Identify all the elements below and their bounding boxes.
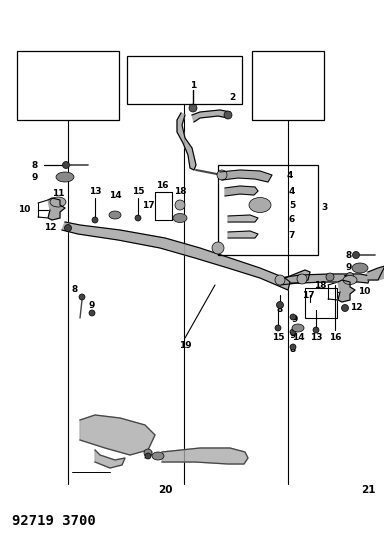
Circle shape (65, 224, 71, 231)
Polygon shape (228, 215, 258, 222)
Text: 16: 16 (156, 181, 168, 190)
Bar (127, 56, 242, 104)
Text: 21: 21 (361, 485, 375, 495)
Circle shape (217, 170, 227, 180)
Ellipse shape (109, 211, 121, 219)
Polygon shape (280, 274, 370, 285)
Text: 92719 3700: 92719 3700 (12, 514, 95, 528)
Text: 7: 7 (289, 231, 295, 240)
Circle shape (212, 242, 224, 254)
Text: 18: 18 (314, 280, 326, 289)
Text: 9: 9 (290, 332, 296, 341)
Ellipse shape (50, 197, 66, 207)
Text: 15: 15 (132, 188, 144, 197)
Text: 11: 11 (343, 276, 355, 285)
Circle shape (175, 200, 185, 210)
Polygon shape (220, 170, 272, 182)
Polygon shape (162, 448, 248, 464)
Circle shape (290, 314, 296, 320)
Text: 9: 9 (346, 263, 352, 272)
Text: 3: 3 (322, 204, 328, 213)
Text: 9: 9 (292, 316, 298, 325)
Bar (17, 51, 119, 120)
Ellipse shape (173, 214, 187, 222)
Text: 2: 2 (229, 93, 235, 102)
Circle shape (89, 310, 95, 316)
Text: 1: 1 (190, 80, 196, 90)
Circle shape (189, 104, 197, 112)
Ellipse shape (352, 263, 368, 273)
Bar (218, 165, 318, 255)
Text: 13: 13 (310, 334, 322, 343)
Text: 19: 19 (179, 341, 191, 350)
Text: 8: 8 (290, 345, 296, 354)
Text: 4: 4 (287, 171, 293, 180)
Polygon shape (192, 110, 230, 122)
Circle shape (313, 327, 319, 333)
Circle shape (144, 449, 152, 457)
Text: 13: 13 (89, 188, 101, 197)
Text: 10: 10 (358, 287, 370, 296)
Polygon shape (228, 231, 258, 238)
Bar (252, 51, 324, 120)
Text: 17: 17 (302, 290, 314, 300)
Ellipse shape (343, 276, 357, 285)
Text: 15: 15 (272, 334, 284, 343)
Text: 4: 4 (289, 187, 295, 196)
Ellipse shape (56, 172, 74, 182)
Polygon shape (95, 450, 125, 468)
Polygon shape (225, 186, 258, 196)
Text: 9: 9 (89, 301, 95, 310)
Text: 14: 14 (292, 334, 304, 343)
Ellipse shape (249, 198, 271, 213)
Text: 9: 9 (32, 173, 38, 182)
Ellipse shape (152, 452, 164, 460)
Circle shape (224, 111, 232, 119)
Polygon shape (62, 222, 290, 290)
Circle shape (326, 273, 334, 281)
Circle shape (297, 274, 307, 284)
Polygon shape (48, 198, 65, 220)
Polygon shape (80, 415, 155, 455)
Polygon shape (177, 113, 196, 170)
Ellipse shape (292, 324, 304, 332)
Text: 17: 17 (142, 201, 154, 211)
Circle shape (63, 161, 70, 168)
Text: 6: 6 (289, 215, 295, 224)
Polygon shape (368, 266, 384, 280)
Text: 8: 8 (277, 305, 283, 314)
Circle shape (276, 302, 283, 309)
Circle shape (92, 217, 98, 223)
Polygon shape (285, 270, 310, 283)
Circle shape (275, 275, 285, 285)
Text: 12: 12 (350, 303, 362, 312)
Text: 12: 12 (44, 223, 56, 232)
Text: 11: 11 (52, 189, 64, 198)
Circle shape (346, 272, 354, 279)
Text: 8: 8 (72, 286, 78, 295)
Text: 16: 16 (329, 334, 341, 343)
Polygon shape (338, 280, 355, 302)
Text: 8: 8 (32, 160, 38, 169)
Circle shape (145, 453, 151, 459)
Text: 20: 20 (158, 485, 172, 495)
Text: 14: 14 (109, 191, 121, 200)
Circle shape (290, 344, 296, 350)
Text: 5: 5 (289, 201, 295, 211)
Text: 10: 10 (18, 206, 30, 214)
Circle shape (290, 329, 296, 335)
Circle shape (79, 294, 85, 300)
Text: 8: 8 (346, 251, 352, 260)
Circle shape (353, 252, 359, 259)
Bar (305, 288, 337, 318)
Circle shape (275, 325, 281, 331)
Circle shape (135, 215, 141, 221)
Text: 18: 18 (174, 188, 186, 197)
Circle shape (341, 304, 349, 311)
